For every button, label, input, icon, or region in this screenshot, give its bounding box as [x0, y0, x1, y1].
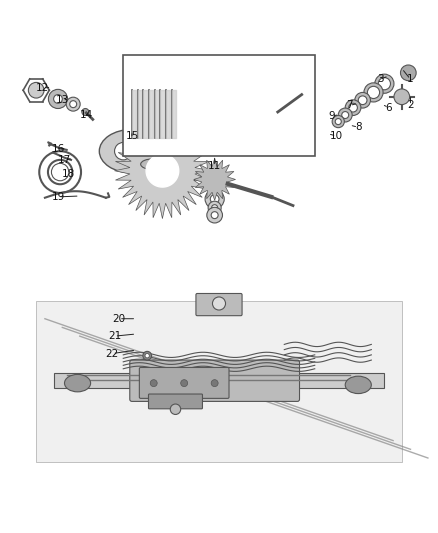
Circle shape [66, 97, 80, 111]
Bar [36, 301, 402, 462]
Text: 2: 2 [407, 100, 414, 110]
Circle shape [211, 379, 218, 386]
Circle shape [345, 100, 361, 116]
Circle shape [48, 90, 67, 109]
Polygon shape [184, 71, 254, 140]
Text: 22: 22 [106, 349, 119, 359]
Ellipse shape [64, 375, 91, 392]
Polygon shape [194, 158, 236, 200]
FancyBboxPatch shape [123, 55, 315, 156]
Circle shape [342, 111, 349, 118]
Circle shape [394, 89, 410, 104]
Polygon shape [146, 155, 179, 187]
Ellipse shape [345, 376, 371, 393]
Text: 15: 15 [125, 131, 138, 141]
Circle shape [375, 74, 394, 93]
Text: 9: 9 [329, 111, 336, 122]
Circle shape [48, 160, 72, 184]
Circle shape [70, 101, 77, 108]
Ellipse shape [141, 159, 167, 169]
Text: 16: 16 [51, 144, 64, 154]
Text: 11: 11 [208, 161, 221, 172]
Text: 17: 17 [58, 155, 71, 165]
FancyBboxPatch shape [139, 367, 229, 398]
Circle shape [211, 212, 218, 219]
Text: 1: 1 [407, 75, 414, 84]
Circle shape [82, 109, 89, 116]
Circle shape [212, 297, 226, 310]
Circle shape [355, 92, 371, 108]
Text: 21: 21 [108, 331, 121, 341]
Polygon shape [252, 97, 282, 127]
Circle shape [335, 118, 341, 125]
Circle shape [207, 207, 223, 223]
Circle shape [181, 379, 187, 386]
Circle shape [115, 142, 132, 160]
Circle shape [283, 91, 299, 107]
Circle shape [208, 201, 221, 214]
Circle shape [210, 195, 219, 204]
Circle shape [400, 65, 416, 80]
Text: 6: 6 [385, 103, 392, 112]
Text: 19: 19 [51, 192, 64, 202]
Polygon shape [207, 93, 231, 117]
FancyBboxPatch shape [148, 394, 202, 409]
Text: 7: 7 [346, 100, 353, 110]
Circle shape [367, 86, 380, 99]
Circle shape [28, 83, 44, 98]
Circle shape [332, 116, 344, 128]
Circle shape [358, 96, 367, 104]
Circle shape [364, 83, 383, 102]
Circle shape [170, 404, 181, 415]
Ellipse shape [99, 130, 165, 173]
FancyBboxPatch shape [196, 294, 242, 316]
Circle shape [349, 103, 357, 112]
Text: 8: 8 [355, 122, 362, 132]
Circle shape [378, 78, 391, 90]
Text: 12: 12 [36, 83, 49, 93]
Text: 14: 14 [80, 110, 93, 120]
Ellipse shape [141, 133, 167, 143]
Circle shape [338, 108, 352, 122]
Circle shape [212, 205, 218, 211]
FancyBboxPatch shape [130, 360, 300, 401]
Polygon shape [115, 123, 210, 219]
Circle shape [145, 353, 149, 358]
Circle shape [150, 379, 157, 386]
Text: 3: 3 [377, 75, 383, 84]
Text: 13: 13 [56, 95, 69, 105]
Bar [53, 373, 385, 389]
Text: 10: 10 [330, 131, 343, 141]
Circle shape [205, 189, 224, 208]
Circle shape [299, 100, 309, 111]
Circle shape [286, 94, 295, 103]
Circle shape [53, 94, 62, 103]
Circle shape [143, 351, 152, 360]
Text: 20: 20 [112, 314, 125, 324]
Text: 18: 18 [62, 169, 75, 179]
